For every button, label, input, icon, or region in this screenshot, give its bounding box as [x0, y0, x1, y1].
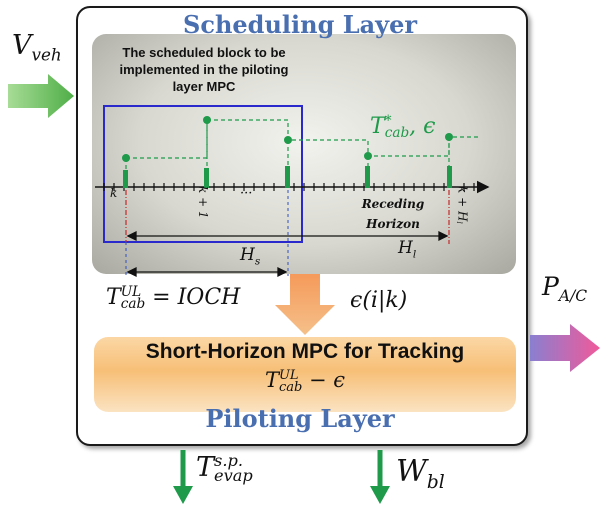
scheduling-layer-title: Scheduling Layer — [183, 10, 417, 39]
hl-span-arrow — [126, 230, 449, 242]
tcab-star-label: T * cab, ϵ — [370, 112, 436, 141]
scheduled-block-outline — [103, 105, 303, 243]
setpoint-dot — [364, 152, 372, 160]
schedule-bar — [123, 170, 128, 188]
vveh-input-arrow — [8, 74, 74, 118]
wbl-label: Wbl — [396, 454, 445, 493]
pac-output-arrow — [530, 324, 600, 372]
schedule-bar — [365, 166, 370, 188]
tick-khl-label: k + Hl — [455, 186, 470, 224]
hs-span-arrow — [126, 266, 288, 278]
scheduled-block-caption: The scheduled block to be implemented in… — [119, 45, 289, 94]
epsilon-label: ϵ(i|k) — [350, 288, 408, 313]
schedule-bar — [447, 166, 452, 188]
wbl-output-arrow — [370, 450, 390, 504]
setpoint-dots — [122, 116, 453, 162]
setpoint-dot — [284, 136, 292, 144]
scheduling-panel — [92, 34, 516, 274]
receding-horizon-label: Receding Horizon — [361, 197, 425, 231]
tevap-output-arrow — [173, 450, 193, 504]
tick-dots-label: ··· — [240, 186, 253, 201]
mpc-title: Short-Horizon MPC for Tracking — [145, 340, 465, 363]
mpc-block — [94, 337, 516, 412]
schedule-bar — [285, 166, 290, 188]
time-axis — [95, 180, 490, 194]
setpoint-dot — [122, 154, 130, 162]
hl-label: Hl — [398, 238, 417, 261]
tul-ioch-label: T UL cab = IOCH — [106, 283, 241, 312]
schedule-to-mpc-arrow — [275, 274, 335, 335]
tick-k1-label: k + 1 — [196, 186, 210, 219]
schedule-bar — [204, 168, 209, 188]
vveh-label: Vveh — [12, 30, 62, 65]
schedule-bars — [123, 166, 452, 188]
setpoint-dot — [203, 116, 211, 124]
hs-label: Hs — [240, 245, 261, 268]
pac-label: PA/C — [542, 272, 588, 305]
setpoint-dot — [445, 133, 453, 141]
mpc-reference: T UL cab − ϵ — [264, 367, 346, 395]
tick-k-label: k — [110, 186, 118, 200]
piloting-layer-title: Piloting Layer — [205, 404, 395, 433]
